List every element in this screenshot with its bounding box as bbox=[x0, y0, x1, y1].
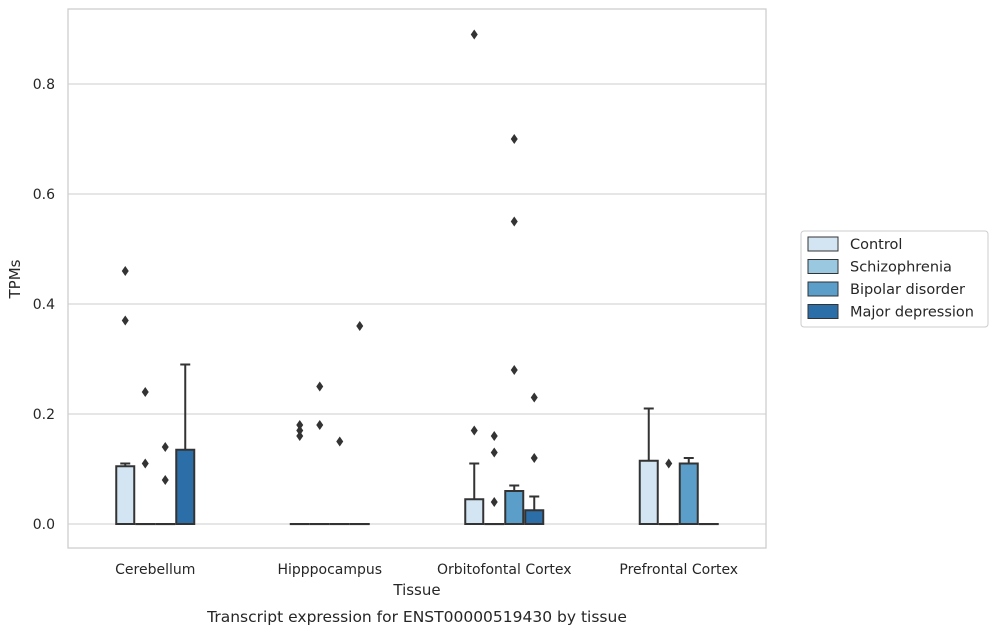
outlier-point bbox=[161, 442, 169, 452]
outlier-point bbox=[336, 436, 344, 447]
chart-caption: Transcript expression for ENST0000051943… bbox=[206, 608, 627, 626]
outlier-point bbox=[121, 315, 129, 326]
y-tick-label: 0.2 bbox=[33, 407, 55, 423]
outlier-point bbox=[296, 431, 304, 441]
outlier-point bbox=[470, 29, 478, 40]
outlier-point bbox=[665, 458, 673, 469]
x-tick-label: Cerebellum bbox=[115, 562, 195, 578]
outlier-points bbox=[121, 29, 673, 507]
x-axis-label: Tissue bbox=[392, 581, 440, 599]
plot-frame bbox=[67, 8, 767, 549]
legend: Control Schizophrenia Bipolar disorder Majo… bbox=[800, 230, 989, 328]
outlier-point bbox=[490, 447, 498, 458]
legend-swatch bbox=[807, 236, 839, 252]
box-major-depression bbox=[524, 495, 545, 525]
outlier-point bbox=[161, 475, 169, 485]
outlier-point bbox=[530, 453, 538, 463]
y-tick-label: 0.8 bbox=[33, 77, 55, 93]
x-tick-labels: Cerebellum Hipppocampus Orbitofontal Corte… bbox=[115, 562, 738, 578]
legend-label: Bipolar disorder bbox=[850, 282, 965, 298]
outlier-point bbox=[356, 321, 364, 331]
box-bipolar-disorder bbox=[504, 484, 525, 525]
legend-swatch bbox=[807, 304, 839, 319]
y-tick-label: 0.4 bbox=[33, 297, 55, 313]
box-control bbox=[115, 462, 136, 525]
legend-frame bbox=[800, 230, 989, 328]
box-body bbox=[524, 509, 545, 525]
y-tick-label: 0.0 bbox=[33, 517, 55, 533]
legend-swatch bbox=[807, 281, 839, 297]
grid-lines bbox=[68, 83, 766, 525]
box-body bbox=[115, 465, 136, 525]
outlier-point bbox=[470, 425, 478, 436]
x-tick-label: Orbitofontal Cortex bbox=[437, 562, 572, 578]
box-body bbox=[464, 498, 485, 525]
outlier-point bbox=[141, 387, 149, 397]
y-tick-label: 0.6 bbox=[33, 187, 55, 203]
box-body bbox=[504, 490, 525, 525]
outlier-point bbox=[296, 425, 304, 436]
legend-label: Control bbox=[850, 237, 902, 253]
y-axis-label: TPMs bbox=[6, 259, 24, 299]
outlier-point bbox=[510, 365, 518, 375]
outlier-point bbox=[510, 216, 518, 227]
legend-label: Schizophrenia bbox=[850, 260, 952, 276]
outlier-point bbox=[530, 392, 538, 403]
legend-swatch bbox=[807, 259, 839, 274]
box-body bbox=[175, 448, 196, 525]
outlier-point bbox=[316, 420, 324, 430]
box-bipolar-disorder bbox=[678, 457, 699, 525]
box-body bbox=[678, 462, 699, 525]
outlier-point bbox=[490, 497, 498, 507]
boxes bbox=[115, 363, 719, 526]
outlier-point bbox=[510, 134, 518, 144]
outlier-point bbox=[141, 458, 149, 469]
x-tick-label: Prefrontal Cortex bbox=[619, 562, 738, 578]
box-control bbox=[638, 407, 659, 525]
box-body bbox=[638, 459, 659, 525]
outlier-point bbox=[490, 431, 498, 441]
box-control bbox=[464, 462, 485, 525]
y-tick-labels: 0.0 0.2 0.4 0.6 0.8 bbox=[33, 77, 55, 533]
legend-label: Major depression bbox=[850, 305, 974, 321]
outlier-point bbox=[121, 266, 129, 276]
outlier-point bbox=[296, 420, 304, 430]
outlier-point bbox=[316, 381, 324, 392]
x-tick-label: Hipppocampus bbox=[277, 562, 382, 578]
box-major-depression bbox=[175, 363, 196, 525]
